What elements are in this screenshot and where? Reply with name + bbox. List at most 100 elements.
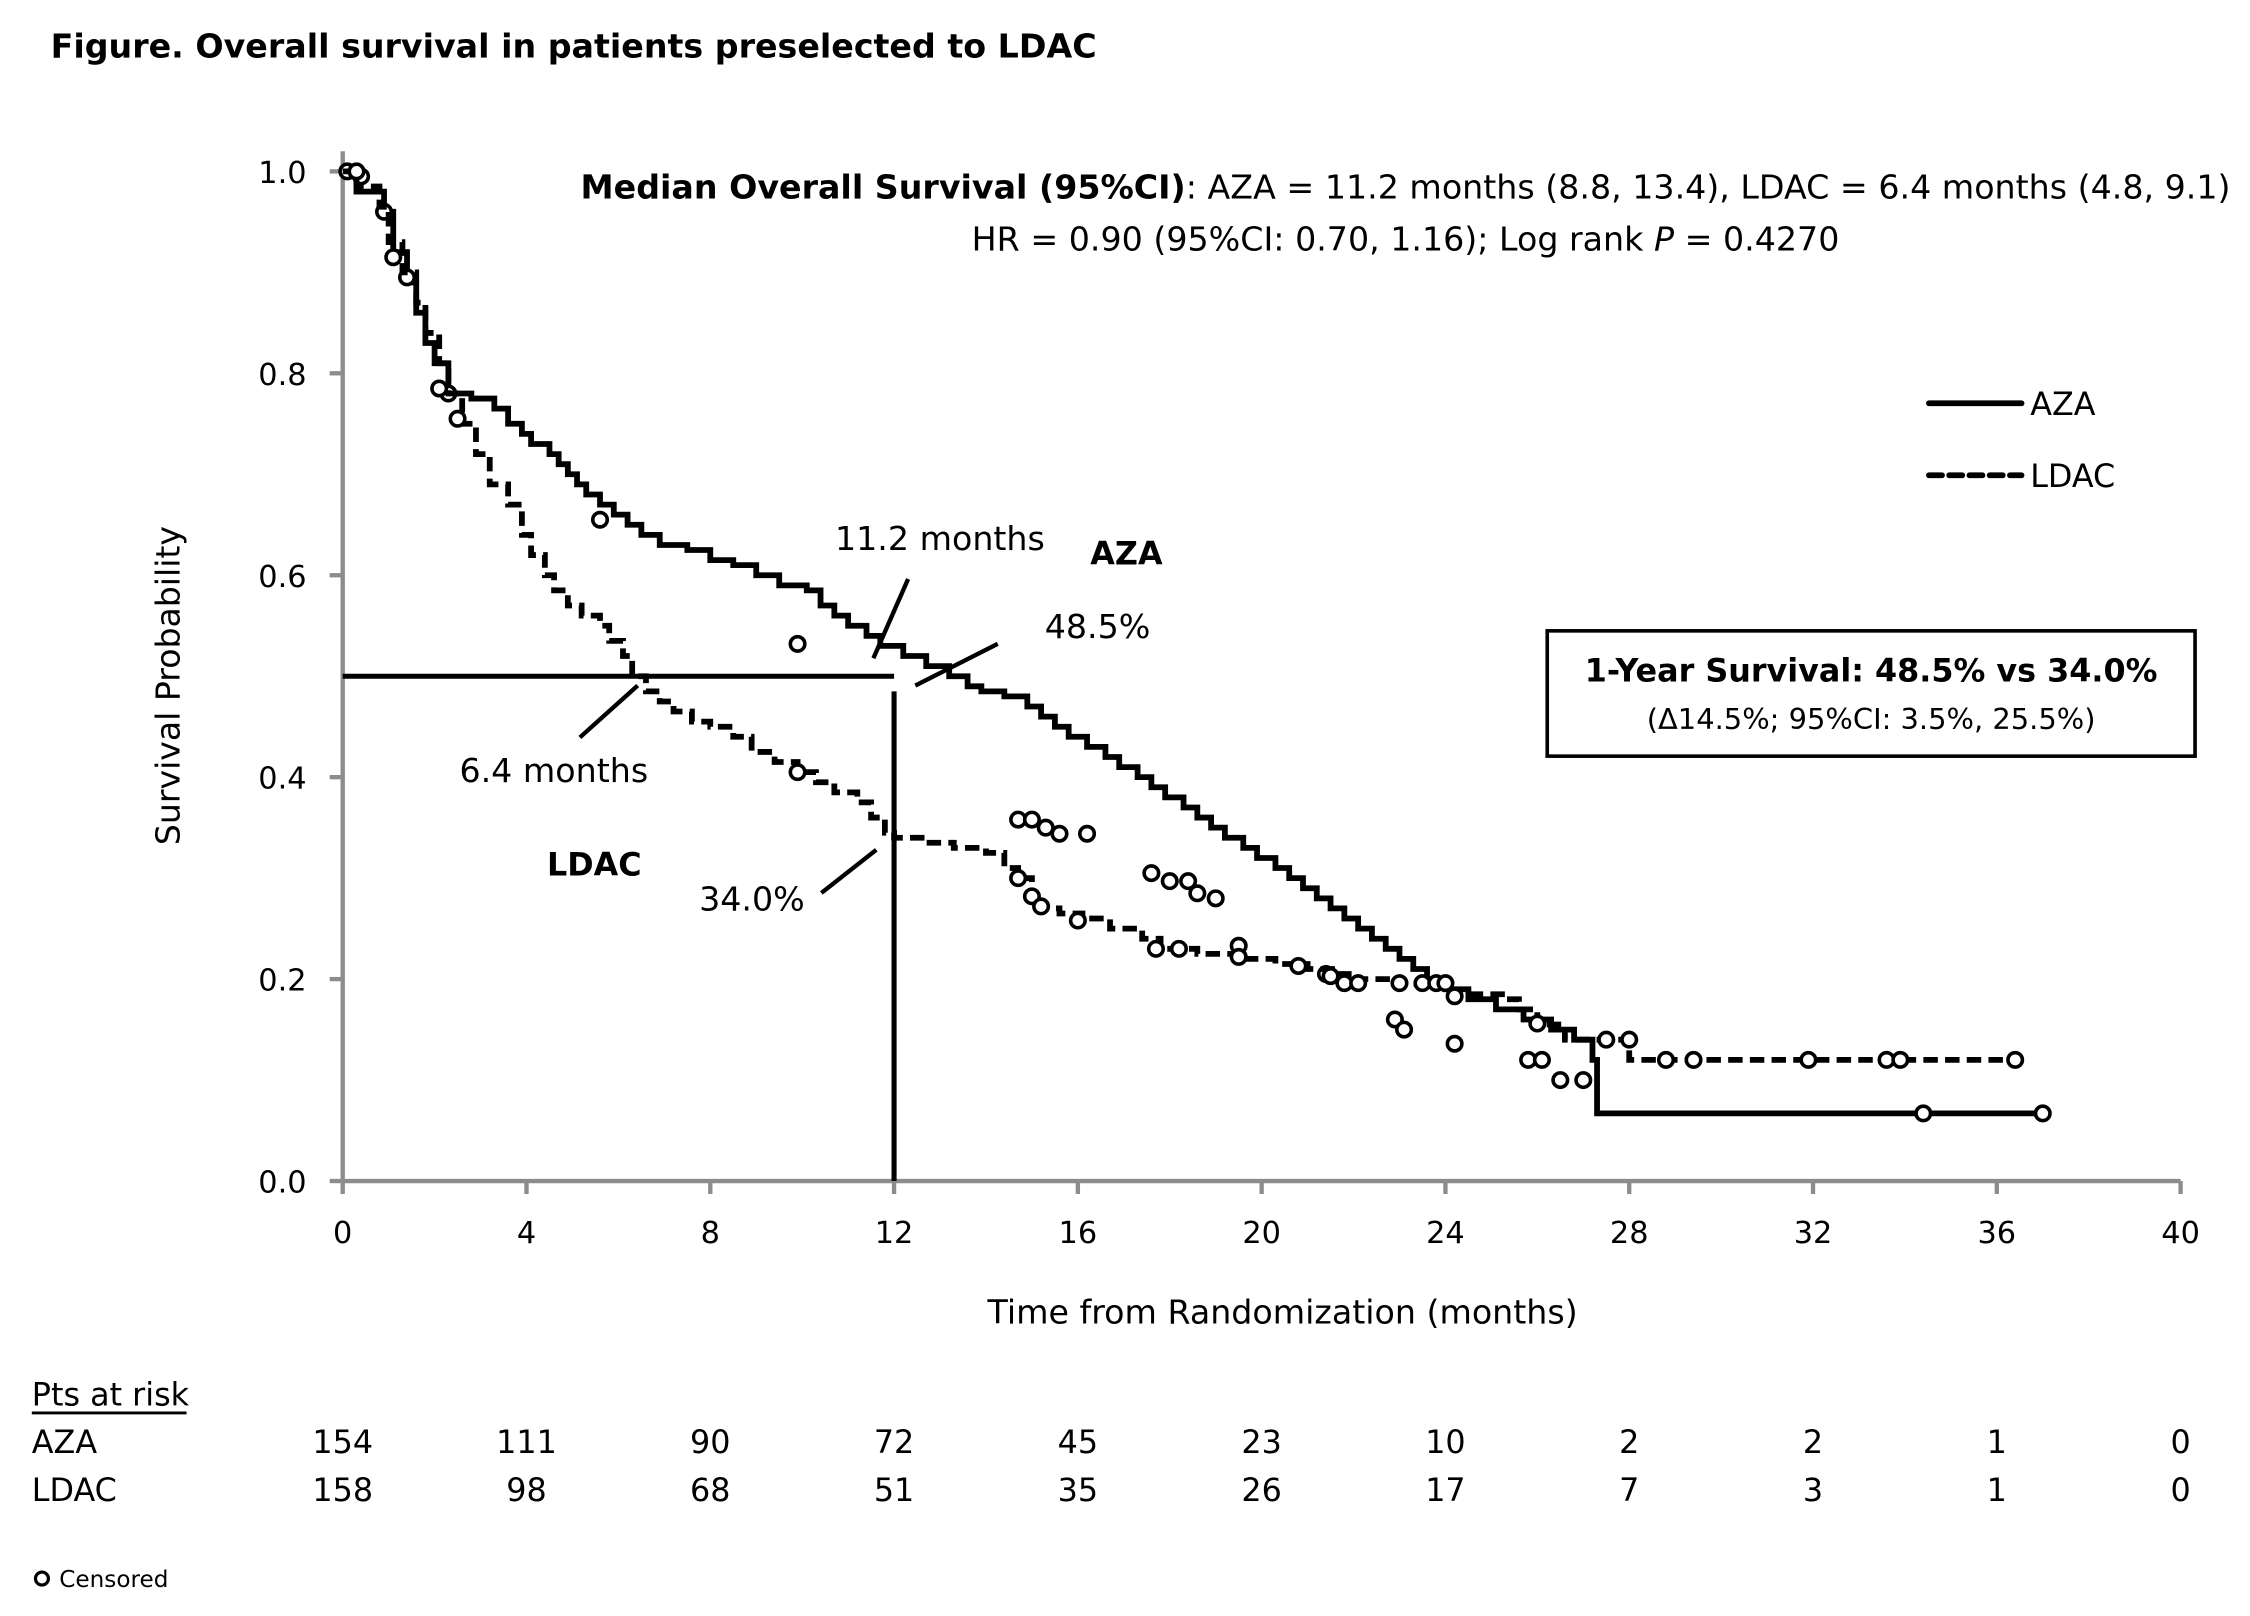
x-tick-label: 12 xyxy=(875,1216,914,1251)
one-year-box-headline: 1-Year Survival: 48.5% vs 34.0% xyxy=(1585,653,2158,689)
x-tick-label: 24 xyxy=(1426,1216,1465,1251)
reference-lines xyxy=(342,673,897,1182)
censored-marker-aza xyxy=(1188,884,1207,903)
censored-marker-ldac xyxy=(1390,974,1409,993)
censored-marker-aza xyxy=(1179,872,1198,891)
x-tick-label: 4 xyxy=(517,1216,536,1251)
risk-value-aza: 1 xyxy=(1987,1425,2007,1461)
censored-marker-aza xyxy=(1142,864,1161,883)
survival-curves xyxy=(338,162,2052,1123)
x-tick-label: 20 xyxy=(1242,1216,1281,1251)
censored-marker-ldac xyxy=(347,162,366,181)
censored-key: Censored xyxy=(33,1567,168,1593)
risk-value-ldac: 26 xyxy=(1241,1473,1281,1509)
x-tick-label: 0 xyxy=(333,1216,352,1251)
censored-marker-icon xyxy=(33,1570,51,1587)
one-year-survival-box: 1-Year Survival: 48.5% vs 34.0% (Δ14.5%;… xyxy=(1545,629,2197,758)
y-axis-label: Survival Probability xyxy=(148,526,187,845)
censored-marker-aza xyxy=(1445,1034,1464,1053)
risk-value-ldac: 68 xyxy=(690,1473,730,1509)
legend-label-aza: AZA xyxy=(2030,387,2096,423)
median-os-summary: Median Overall Survival (95%CI): AZA = 1… xyxy=(581,168,2231,207)
censored-marker-ldac xyxy=(1799,1050,1818,1069)
median-os-heading: Median Overall Survival (95%CI) xyxy=(581,168,1186,207)
aza-curve-label: AZA xyxy=(1090,537,1163,573)
risk-value-ldac: 1 xyxy=(1987,1473,2007,1509)
risk-table-title: Pts at risk xyxy=(32,1378,190,1414)
callout-line-ldac-median xyxy=(578,683,640,740)
survival-curve-aza xyxy=(342,168,2043,1117)
risk-value-ldac: 0 xyxy=(2170,1473,2190,1509)
risk-value-aza: 2 xyxy=(1619,1425,1639,1461)
risk-value-ldac: 98 xyxy=(506,1473,546,1509)
censored-marker-ldac xyxy=(1684,1050,1703,1069)
risk-value-aza: 23 xyxy=(1241,1425,1281,1461)
x-tick-label: 36 xyxy=(1977,1216,2016,1251)
risk-value-ldac: 3 xyxy=(1803,1473,1823,1509)
risk-row-label-aza: AZA xyxy=(32,1425,98,1461)
censored-marker-ldac xyxy=(448,409,467,428)
risk-value-aza: 2 xyxy=(1803,1425,1823,1461)
censored-marker-aza xyxy=(384,248,403,267)
censored-marker-aza xyxy=(1532,1050,1551,1069)
risk-value-aza: 72 xyxy=(874,1425,914,1461)
risk-value-aza: 0 xyxy=(2170,1425,2190,1461)
risk-value-ldac: 35 xyxy=(1058,1473,1098,1509)
risk-value-ldac: 17 xyxy=(1425,1473,1465,1509)
risk-value-ldac: 7 xyxy=(1619,1473,1639,1509)
censored-marker-aza xyxy=(1206,889,1225,908)
censored-marker-ldac xyxy=(1169,939,1188,958)
hazard-ratio-summary: HR = 0.90 (95%CI: 0.70, 1.16); Log rank … xyxy=(972,220,1840,259)
callout-line-aza-1yr xyxy=(914,641,999,688)
risk-value-aza: 111 xyxy=(496,1425,557,1461)
risk-value-aza: 45 xyxy=(1058,1425,1098,1461)
ldac-curve-label: LDAC xyxy=(547,848,642,884)
x-tick-label: 16 xyxy=(1059,1216,1098,1251)
censored-marker-ldac xyxy=(1146,939,1166,958)
ldac-1yr-label: 34.0% xyxy=(699,879,805,918)
callout-line-aza-median xyxy=(871,578,911,660)
y-ticks: 0.0 0.2 0.4 0.6 0.8 1.0 xyxy=(258,156,343,1201)
censored-marker-ldac xyxy=(1656,1050,1676,1069)
y-tick-label: 0.6 xyxy=(258,560,306,595)
censored-marker-aza xyxy=(788,634,807,653)
y-tick-label: 0.8 xyxy=(258,358,306,393)
censored-marker-aza xyxy=(1574,1071,1593,1090)
censored-marker-aza xyxy=(1551,1071,1570,1090)
risk-table: Pts at risk AZA LDAC 154 111 90 72 45 23 10 2 2 1… xyxy=(31,1378,2191,1509)
censored-label: Censored xyxy=(59,1567,168,1593)
legend: AZA LDAC xyxy=(1926,387,2115,495)
axes xyxy=(340,151,2181,1184)
aza-1yr-label: 48.5% xyxy=(1045,607,1151,646)
figure-title: Figure. Overall survival in patients pre… xyxy=(51,27,1097,66)
risk-value-ldac: 158 xyxy=(312,1473,373,1509)
y-tick-label: 1.0 xyxy=(258,156,306,191)
censored-marker-aza xyxy=(2033,1104,2052,1123)
x-tick-label: 40 xyxy=(2161,1216,2200,1251)
annotation-callouts xyxy=(578,578,999,895)
censored-marker-ldac xyxy=(1597,1030,1616,1049)
y-tick-label: 0.0 xyxy=(258,1166,306,1201)
one-year-box-detail: (Δ14.5%; 95%CI: 3.5%, 25.5%) xyxy=(1647,702,2096,736)
legend-label-ldac: LDAC xyxy=(2030,459,2115,495)
legend-item-ldac: LDAC xyxy=(1926,459,2115,495)
risk-row-label-ldac: LDAC xyxy=(32,1473,117,1509)
censored-marker-aza xyxy=(1078,824,1097,843)
risk-value-aza: 90 xyxy=(690,1425,730,1461)
censored-marker-ldac xyxy=(1289,956,1308,975)
legend-item-aza: AZA xyxy=(1926,387,2096,423)
censored-marker-aza xyxy=(1022,810,1041,829)
censored-marker-ldac xyxy=(1445,987,1464,1006)
median-os-values: : AZA = 11.2 months (8.8, 13.4), LDAC = … xyxy=(1186,168,2231,207)
censored-marker-ldac xyxy=(1349,974,1368,993)
x-axis-label: Time from Randomization (months) xyxy=(987,1293,1578,1332)
censored-marker-aza xyxy=(590,510,610,529)
censored-marker-ldac xyxy=(1436,974,1455,993)
censored-marker-ldac xyxy=(1620,1030,1639,1049)
censored-marker-ldac xyxy=(1528,1014,1547,1033)
censored-marker-ldac xyxy=(1891,1050,1910,1069)
x-tick-label: 8 xyxy=(701,1216,720,1251)
aza-median-label: 11.2 months xyxy=(835,519,1045,558)
